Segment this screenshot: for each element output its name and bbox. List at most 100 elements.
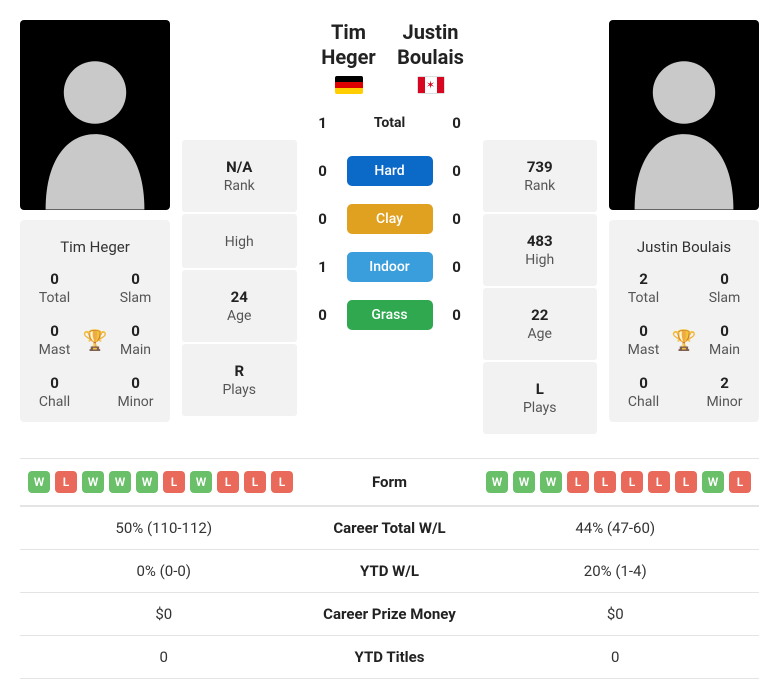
form-loss-badge: L [594,471,616,493]
form-loss-badge: L [271,471,293,493]
h2h-total-left: 1 [313,114,333,132]
h2h-clay-left: 0 [313,210,333,228]
form-right: WWWLLLLLWL [480,471,752,493]
comp-left-value: 50% (110-112) [28,519,300,537]
player-left-stats: N/ARank High 24Age RPlays [182,20,297,434]
form-win-badge: W [513,471,535,493]
stat-age: 24Age [182,270,297,342]
form-loss-badge: L [621,471,643,493]
form-loss-badge: L [217,471,239,493]
stat-rank: N/ARank [182,140,297,212]
h2h-indoor-left: 1 [313,258,333,276]
player-right-name: Justin Boulais [395,20,467,70]
center-column: Tim Heger Justin Boulais ✶ 1 Total 0 0 Ha… [309,20,471,434]
comp-label: YTD W/L [300,562,480,580]
titles-minor: 2Minor [698,374,751,410]
h2h-grass-left: 0 [313,306,333,324]
surface-badge-grass: Grass [347,300,433,330]
player-left-header: Tim Heger [313,20,385,94]
stat-plays: RPlays [182,344,297,416]
flag-germany-icon [313,76,385,94]
comp-label: YTD Titles [300,648,480,666]
titles-chall: 0Chall [617,374,670,410]
form-loss-badge: L [163,471,185,493]
comp-row: 50% (110-112)Career Total W/L44% (47-60) [20,506,759,550]
comp-label: Career Prize Money [300,605,480,623]
form-loss-badge: L [567,471,589,493]
titles-mast: 0Mast [28,322,81,358]
stat-rank: 739Rank [483,140,598,212]
player-right-photo [609,20,759,210]
player-left-photo [20,20,170,210]
stat-plays: LPlays [483,362,598,434]
comp-left-value: 0% (0-0) [28,562,300,580]
stat-high: High [182,214,297,268]
trophy-icon: 🏆 [81,322,109,358]
comp-label-form: Form [300,473,480,491]
player-left-name-caption: Tim Heger [28,228,162,270]
titles-main: 0Main [109,322,162,358]
h2h-row-grass: 0 Grass 0 [313,300,467,330]
comp-row: 0YTD Titles0 [20,636,759,679]
h2h-clay-right: 0 [447,210,467,228]
h2h-row-indoor: 1 Indoor 0 [313,252,467,282]
comp-right-value: 44% (47-60) [480,519,752,537]
stat-age: 22Age [483,288,598,360]
form-win-badge: W [109,471,131,493]
form-win-badge: W [136,471,158,493]
form-loss-badge: L [729,471,751,493]
player-left-titles-card: Tim Heger 0Total 0Slam 0Mast 🏆 0Main 0Ch… [20,220,170,422]
flag-canada-icon: ✶ [395,76,467,94]
comp-row: $0Career Prize Money$0 [20,593,759,636]
surface-badge-indoor: Indoor [347,252,433,282]
titles-total: 2Total [617,270,670,306]
player-right-titles-card: Justin Boulais 2Total 0Slam 0Mast 🏆 0Mai… [609,220,759,422]
form-win-badge: W [486,471,508,493]
comp-right-value: 0 [480,648,752,666]
top-section: Tim Heger 0Total 0Slam 0Mast 🏆 0Main 0Ch… [20,20,759,434]
h2h-surface-rows: 1 Total 0 0 Hard 0 0 Clay 0 1 Indoor 0 0 Grass 0 [313,108,467,330]
form-win-badge: W [82,471,104,493]
titles-main: 0Main [698,322,751,358]
form-win-badge: W [540,471,562,493]
titles-total: 0Total [28,270,81,306]
h2h-row-hard: 0 Hard 0 [313,156,467,186]
titles-minor: 0Minor [109,374,162,410]
stat-high: 483High [483,214,598,286]
player-right-header: Justin Boulais ✶ [395,20,467,94]
form-loss-badge: L [55,471,77,493]
h2h-indoor-right: 0 [447,258,467,276]
form-loss-badge: L [675,471,697,493]
h2h-row-clay: 0 Clay 0 [313,204,467,234]
player-left-column: Tim Heger 0Total 0Slam 0Mast 🏆 0Main 0Ch… [20,20,170,434]
comp-right-value: 20% (1-4) [480,562,752,580]
comp-row: 0% (0-0)YTD W/L20% (1-4) [20,550,759,593]
form-win-badge: W [28,471,50,493]
form-win-badge: W [702,471,724,493]
avatar-silhouette-icon [30,40,160,210]
form-left: WLWWWLWLLL [28,471,300,493]
surface-badge-hard: Hard [347,156,433,186]
surface-badge-clay: Clay [347,204,433,234]
player-right-name-caption: Justin Boulais [617,228,751,270]
titles-mast: 0Mast [617,322,670,358]
comp-left-value: 0 [28,648,300,666]
form-loss-badge: L [244,471,266,493]
form-loss-badge: L [648,471,670,493]
comp-label: Career Total W/L [300,519,480,537]
player-left-name: Tim Heger [313,20,385,70]
h2h-hard-left: 0 [313,162,333,180]
comp-row-form: WLWWWLWLLL Form WWWLLLLLWL [20,458,759,506]
h2h-comparison: Tim Heger 0Total 0Slam 0Mast 🏆 0Main 0Ch… [20,20,759,679]
comparison-table: WLWWWLWLLL Form WWWLLLLLWL 50% (110-112)… [20,458,759,679]
player-right-column: Justin Boulais 2Total 0Slam 0Mast 🏆 0Mai… [609,20,759,434]
form-win-badge: W [190,471,212,493]
comp-left-value: $0 [28,605,300,623]
trophy-icon: 🏆 [670,322,698,358]
h2h-hard-right: 0 [447,162,467,180]
comp-right-value: $0 [480,605,752,623]
h2h-total-right: 0 [447,114,467,132]
h2h-grass-right: 0 [447,306,467,324]
titles-slam: 0Slam [698,270,751,306]
h2h-total-label: Total [347,108,433,138]
